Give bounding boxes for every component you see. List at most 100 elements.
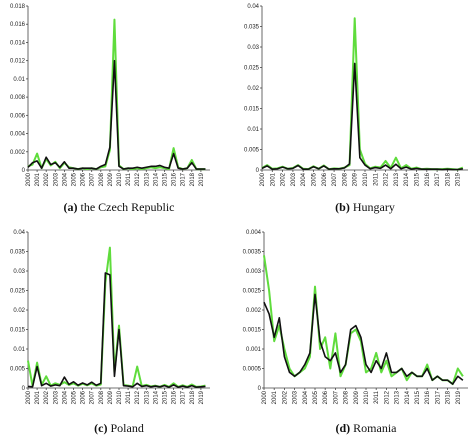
x-tick-label: 2019	[456, 172, 462, 186]
x-tick-label: 2013	[394, 172, 400, 186]
x-tick-label: 2002	[281, 172, 287, 186]
panel-label: (c)	[94, 421, 107, 435]
y-tick-label: 0.015	[10, 328, 26, 334]
x-tick-label: 2010	[363, 172, 369, 186]
x-tick-label: 2004	[303, 390, 309, 404]
series-line	[27, 18, 206, 171]
x-tick-label: 2007	[332, 172, 338, 186]
panel-label: (d)	[336, 421, 351, 435]
y-tick-label: 0.001	[246, 347, 262, 353]
x-tick-label: 2012	[384, 390, 390, 404]
panel: 0 0.005 0.01 0.015 0.02 0.025 0.03 0.035 0.04 200…	[10, 230, 210, 404]
x-tick-label: 2008	[99, 172, 105, 186]
y-tick-label: 0.03	[13, 269, 25, 275]
x-tick-label: 2016	[172, 172, 178, 186]
x-tick-label: 2011	[373, 172, 379, 186]
x-tick-label: 2010	[364, 390, 370, 404]
x-tick-label: 2008	[344, 390, 350, 404]
x-tick-label: 2014	[404, 172, 410, 186]
x-tick-label: 2011	[126, 390, 132, 404]
x-tick-label: 2018	[190, 172, 196, 186]
y-tick-label: 0.025	[244, 66, 260, 72]
x-tick-label: 2000	[26, 390, 32, 404]
y-tick-label: 0.01	[13, 77, 25, 83]
x-tick-label: 2019	[199, 390, 205, 404]
panel-title: the Czech Republic	[81, 200, 175, 214]
x-tick-label: 2017	[435, 172, 441, 186]
x-tick-label: 2001	[35, 390, 41, 404]
y-tick-label: 0.02	[13, 308, 25, 314]
x-tick-label: 2002	[282, 390, 288, 404]
y-tick-label: 0.04	[247, 4, 259, 10]
x-tick-label: 2012	[135, 390, 141, 404]
caption: (d) Romania	[336, 421, 398, 435]
x-tick-label: 2011	[374, 390, 380, 404]
x-tick-label: 2019	[456, 390, 462, 404]
x-tick-label: 2018	[190, 390, 196, 404]
panel-title: Romania	[353, 421, 397, 435]
y-tick-label: 0.0015	[243, 328, 262, 334]
x-tick-label: 2003	[291, 172, 297, 186]
x-tick-label: 2016	[425, 390, 431, 404]
y-tick-label: 0.015	[244, 107, 260, 113]
y-tick-label: 0.012	[10, 59, 26, 65]
x-tick-label: 2000	[262, 390, 268, 404]
x-tick-label: 2014	[405, 390, 411, 404]
x-tick-label: 2005	[312, 172, 318, 186]
x-tick-label: 2007	[90, 390, 96, 404]
x-tick-label: 2015	[415, 390, 421, 404]
y-tick-label: 0.04	[13, 230, 25, 236]
y-tick-label: 0.005	[10, 367, 26, 373]
x-tick-label: 2015	[163, 390, 169, 404]
x-tick-label: 2011	[126, 172, 132, 186]
x-tick-label: 2015	[163, 172, 169, 186]
x-tick-label: 2013	[395, 390, 401, 404]
caption: (b) Hungary	[335, 200, 395, 214]
y-tick-label: 0.018	[10, 4, 26, 10]
y-tick-label: 0.002	[246, 308, 262, 314]
series-line	[27, 272, 206, 389]
panel: 0 0.005 0.01 0.015 0.02 0.025 0.03 0.035 0.04 200…	[244, 4, 468, 186]
x-tick-label: 2006	[81, 172, 87, 186]
x-tick-label: 2004	[62, 390, 68, 404]
y-tick-label: 0	[258, 386, 262, 392]
y-tick-label: 0.01	[13, 347, 25, 353]
x-tick-label: 2004	[62, 172, 68, 186]
x-tick-label: 2018	[446, 390, 452, 404]
x-tick-label: 2002	[44, 390, 50, 404]
x-tick-label: 2012	[135, 172, 141, 186]
y-tick-label: 0.035	[244, 25, 260, 31]
x-tick-label: 2003	[293, 390, 299, 404]
x-tick-label: 2001	[35, 172, 41, 186]
y-tick-label: 0.0025	[243, 289, 262, 295]
x-tick-label: 2008	[342, 172, 348, 186]
y-tick-label: 0.016	[10, 22, 26, 28]
x-tick-label: 2006	[323, 390, 329, 404]
y-tick-label: 0	[22, 386, 26, 392]
x-tick-label: 2000	[26, 172, 32, 186]
y-tick-label: 0	[22, 168, 26, 174]
y-tick-label: 0.004	[10, 132, 26, 138]
x-tick-label: 2006	[81, 390, 87, 404]
x-tick-label: 2006	[322, 172, 328, 186]
x-tick-label: 2000	[260, 172, 266, 186]
x-tick-label: 2016	[425, 172, 431, 186]
x-tick-label: 2002	[44, 172, 50, 186]
x-tick-label: 2007	[333, 390, 339, 404]
x-tick-label: 2005	[72, 390, 78, 404]
panel-title: Hungary	[353, 200, 395, 214]
x-tick-label: 2003	[53, 390, 59, 404]
y-tick-label: 0.02	[247, 86, 259, 92]
x-tick-label: 2004	[301, 172, 307, 186]
y-tick-label: 0.008	[10, 95, 26, 101]
series-line	[263, 293, 464, 385]
x-tick-label: 2019	[199, 172, 205, 186]
x-tick-label: 2017	[181, 390, 187, 404]
y-tick-label: 0.005	[244, 148, 260, 154]
x-tick-label: 2014	[153, 390, 159, 404]
caption: (a) the Czech Republic	[64, 200, 175, 214]
y-tick-label: 0.014	[10, 40, 26, 46]
x-tick-label: 2017	[435, 390, 441, 404]
x-tick-label: 2008	[99, 390, 105, 404]
